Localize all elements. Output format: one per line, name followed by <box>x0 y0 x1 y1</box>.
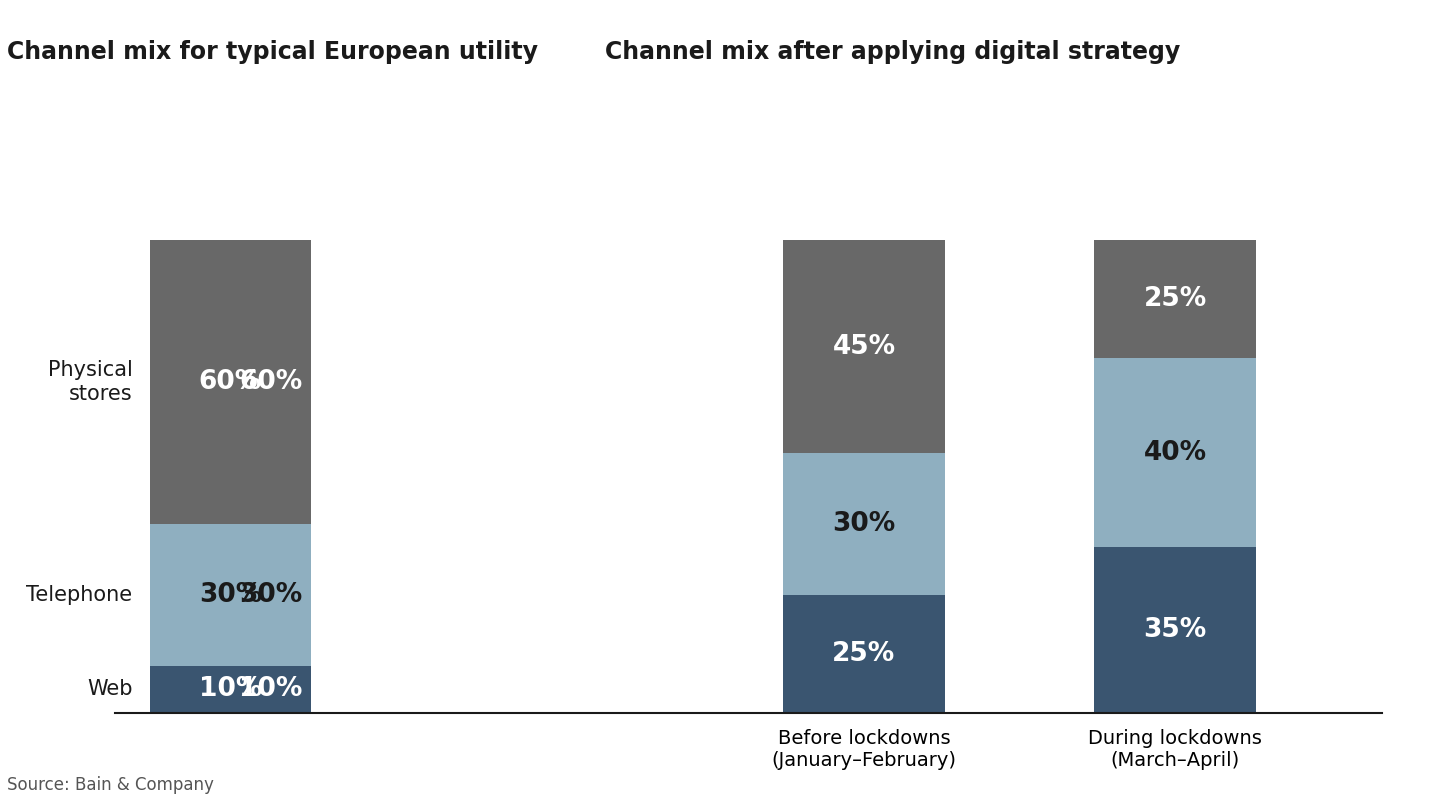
Text: Web: Web <box>86 679 132 699</box>
Text: 30%: 30% <box>832 511 896 537</box>
Text: 45%: 45% <box>832 334 896 360</box>
Text: Source: Bain & Company: Source: Bain & Company <box>7 776 215 794</box>
Text: Telephone: Telephone <box>26 585 132 605</box>
Text: 10%: 10% <box>199 676 262 702</box>
Bar <box>1094 241 1256 359</box>
Bar <box>150 241 311 524</box>
Text: 25%: 25% <box>832 641 896 667</box>
Text: Channel mix for typical European utility: Channel mix for typical European utility <box>7 40 539 65</box>
Text: 30%: 30% <box>199 582 262 608</box>
Text: 25%: 25% <box>1143 287 1207 313</box>
Text: Channel mix after applying digital strategy: Channel mix after applying digital strat… <box>605 40 1179 65</box>
Text: 40%: 40% <box>1143 440 1207 466</box>
Bar <box>783 595 945 713</box>
Bar <box>1094 359 1256 548</box>
Bar <box>150 524 311 666</box>
Text: 10%: 10% <box>239 676 302 702</box>
Text: 60%: 60% <box>199 369 262 395</box>
Text: 60%: 60% <box>239 369 302 395</box>
Bar <box>1094 548 1256 713</box>
Bar <box>150 666 311 713</box>
Text: 30%: 30% <box>239 582 302 608</box>
Text: Physical
stores: Physical stores <box>48 360 132 403</box>
Text: 35%: 35% <box>1143 617 1207 643</box>
Bar <box>783 453 945 595</box>
Bar <box>783 241 945 453</box>
